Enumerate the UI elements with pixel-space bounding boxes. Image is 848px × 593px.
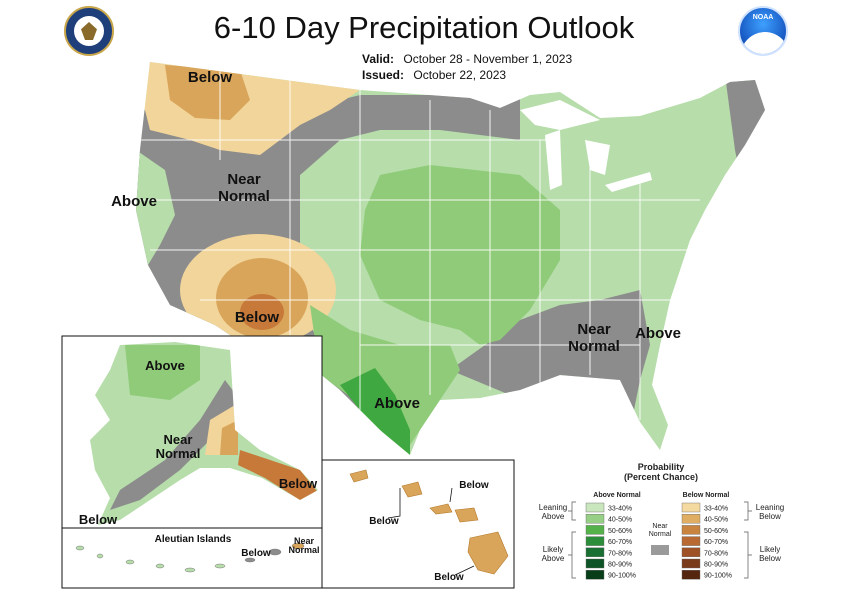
legend-below-swatch [681, 570, 701, 580]
east-above [640, 210, 705, 345]
legend-above-bin-label: 60-70% [608, 539, 632, 546]
hawaii-leader-lines [387, 487, 475, 576]
legend-above-header: Above Normal [593, 492, 641, 499]
legend-below-swatch [681, 525, 701, 535]
island-maui [454, 507, 479, 523]
issued-row: Issued: October 22, 2023 [362, 68, 506, 82]
west-near-normal-label: Near Normal [218, 171, 270, 205]
legend-below-bin-label: 50-60% [704, 528, 728, 535]
legend-likely-above-label: Likely Above [542, 545, 565, 563]
alaska-below-40-50 [220, 420, 238, 455]
legend-below-swatch [681, 536, 701, 546]
legend-brackets [568, 501, 752, 579]
hawaii-below-label-2: Below [459, 480, 489, 491]
legend-below-bin-label: 80-90% [704, 562, 728, 569]
issued-value: October 22, 2023 [413, 68, 507, 82]
aleutian-inset-frame [61, 527, 323, 589]
legend-above-bin-label: 80-90% [608, 562, 632, 569]
sw-below-label: Below [235, 309, 280, 326]
alaska-above-label: Above [145, 358, 185, 373]
east-above-label: Above [635, 325, 681, 342]
issued-label: Issued: [362, 68, 405, 82]
seagull-icon [740, 32, 786, 54]
legend-above-bin-label: 70-80% [608, 550, 632, 557]
alaska-near-normal-label: Near Normal [156, 432, 201, 461]
legend-below-swatch [681, 514, 701, 524]
legend-above-swatch [585, 502, 605, 513]
north-near-normal [300, 95, 520, 175]
alaska-below-sw-label: Below [79, 512, 118, 527]
legend-below-bin-label: 60-70% [704, 539, 728, 546]
nw-below-40-50 [165, 65, 250, 120]
state-boundaries [140, 70, 700, 420]
commerce-seal-logo [64, 6, 114, 56]
legend-above-bin-label: 90-100% [608, 573, 636, 580]
legend-above-swatch [585, 514, 605, 524]
legend-above-swatch [585, 547, 605, 557]
legend-above-bin-label: 50-60% [608, 528, 632, 535]
legend-above-bins: 33-40% 40-50% 50-60% 60-70% 70-80% 80-90% 90-1… [585, 502, 636, 580]
island-oahu [401, 481, 423, 498]
se-near-normal-label: Near Normal [568, 321, 620, 355]
legend-above-swatch [585, 558, 605, 569]
lake-huron [585, 140, 610, 175]
legend-below-bin-label: 90-100% [704, 573, 732, 580]
legend-title: Probability (Percent Chance) [624, 462, 698, 482]
noaa-logo: NOAA [738, 6, 788, 56]
eagle-icon [81, 22, 97, 40]
legend-leaning-above-label: Leaning Above [539, 503, 567, 521]
legend-below-bin-label: 33-40% [704, 506, 728, 513]
legend-above-swatch [585, 536, 605, 546]
legend-below-bin-label: 40-50% [704, 517, 728, 524]
legend-below-bin-label: 70-80% [704, 550, 728, 557]
valid-label: Valid: [362, 52, 395, 66]
legend-above-bin-label: 40-50% [608, 517, 632, 524]
valid-row: Valid: October 28 - November 1, 2023 [362, 52, 572, 66]
aleutian-title: Aleutian Islands [155, 534, 232, 545]
legend-likely-below-label: Likely Below [759, 545, 781, 563]
texas-above-label: Above [374, 395, 420, 412]
legend-below-swatch [681, 502, 701, 513]
lake-superior [520, 100, 600, 130]
ne-near-normal [725, 75, 765, 200]
island-molokai [429, 503, 453, 515]
lake-michigan [545, 130, 562, 190]
aleutian-below-label: Below [241, 548, 271, 559]
legend-below-bins: 33-40% 40-50% 50-60% 60-70% 70-80% 80-90% 90-1… [681, 502, 732, 580]
aleutian-near-normal-label: Near Normal [288, 536, 319, 555]
hawaii-islands [349, 469, 509, 575]
texas-above-40-50 [310, 305, 460, 445]
legend-near-normal-label: Near Normal [649, 523, 672, 538]
legend-below-swatch [681, 558, 701, 569]
legend-above-bin-label: 33-40% [608, 506, 632, 513]
sw-below-50-60 [240, 294, 284, 330]
hawaii-below-label-3: Below [434, 572, 464, 583]
aleutian-islands [75, 542, 305, 573]
hawaii-below-label-1: Below [369, 516, 399, 527]
texas-above-50-60 [340, 368, 410, 455]
legend-above-swatch [585, 525, 605, 535]
legend-near-normal-swatch [651, 545, 669, 555]
alaska-panhandle-below [238, 450, 318, 500]
west-above-label: Above [111, 193, 157, 210]
legend: Probability (Percent Chance) Above Normal… [539, 462, 784, 580]
nw-below-label: Below [188, 69, 233, 86]
legend-leaning-below-label: Leaning Below [756, 503, 784, 521]
map-title: 6-10 Day Precipitation Outlook [213, 10, 635, 45]
valid-value: October 28 - November 1, 2023 [403, 52, 573, 66]
alaska-below-se-label: Below [279, 476, 318, 491]
island-kauai [349, 469, 369, 483]
legend-below-header: Below Normal [683, 492, 730, 499]
alaska-above-40-50 [125, 345, 200, 400]
alaska-near-normal-band [110, 380, 240, 510]
legend-below-swatch [681, 547, 701, 557]
noaa-logo-text: NOAA [752, 14, 774, 21]
island-hawaii [467, 531, 509, 575]
legend-above-swatch [585, 570, 605, 580]
